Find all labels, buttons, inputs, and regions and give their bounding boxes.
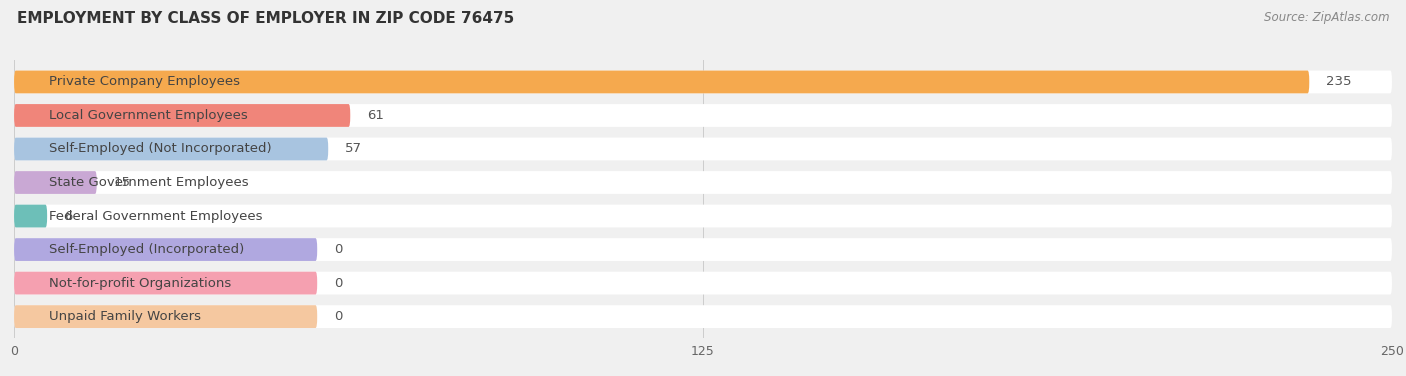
Text: Federal Government Employees: Federal Government Employees [48,209,262,223]
FancyBboxPatch shape [14,71,1309,93]
FancyBboxPatch shape [14,71,1392,93]
Text: 0: 0 [333,243,342,256]
Text: 0: 0 [333,277,342,290]
FancyBboxPatch shape [14,272,1392,294]
Text: Unpaid Family Workers: Unpaid Family Workers [48,310,201,323]
Text: State Government Employees: State Government Employees [48,176,247,189]
Text: 15: 15 [114,176,131,189]
Text: Not-for-profit Organizations: Not-for-profit Organizations [48,277,231,290]
FancyBboxPatch shape [14,238,1392,261]
FancyBboxPatch shape [14,171,97,194]
FancyBboxPatch shape [14,104,350,127]
FancyBboxPatch shape [14,272,318,294]
FancyBboxPatch shape [14,104,1392,127]
FancyBboxPatch shape [14,305,1392,328]
FancyBboxPatch shape [14,171,1392,194]
FancyBboxPatch shape [14,138,328,161]
FancyBboxPatch shape [14,205,48,227]
Text: 235: 235 [1326,76,1351,88]
Text: Self-Employed (Incorporated): Self-Employed (Incorporated) [48,243,243,256]
Text: EMPLOYMENT BY CLASS OF EMPLOYER IN ZIP CODE 76475: EMPLOYMENT BY CLASS OF EMPLOYER IN ZIP C… [17,11,515,26]
Text: 0: 0 [333,310,342,323]
Text: Source: ZipAtlas.com: Source: ZipAtlas.com [1264,11,1389,24]
FancyBboxPatch shape [14,238,318,261]
Text: 6: 6 [63,209,72,223]
FancyBboxPatch shape [14,305,318,328]
Text: 57: 57 [344,143,361,156]
Text: Local Government Employees: Local Government Employees [48,109,247,122]
FancyBboxPatch shape [14,138,1392,161]
Text: 61: 61 [367,109,384,122]
Text: Self-Employed (Not Incorporated): Self-Employed (Not Incorporated) [48,143,271,156]
Text: Private Company Employees: Private Company Employees [48,76,239,88]
FancyBboxPatch shape [14,205,1392,227]
